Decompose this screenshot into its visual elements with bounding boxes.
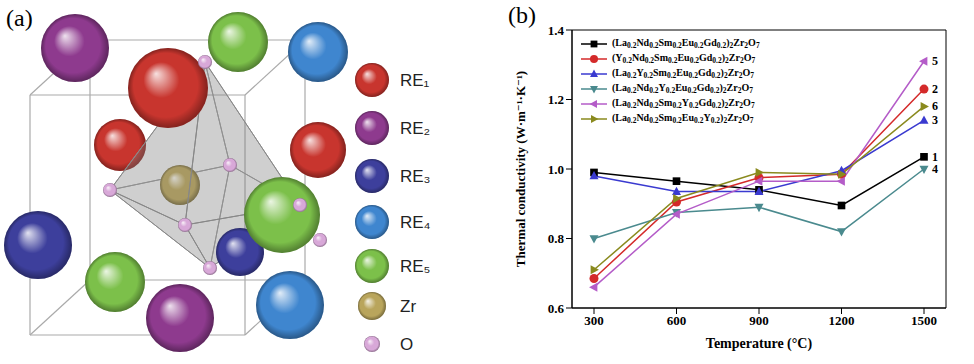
svg-text:1.2: 1.2 [548,92,564,107]
svg-text:5: 5 [932,54,938,68]
svg-text:Thermal conductivity (W·m⁻¹·K⁻: Thermal conductivity (W·m⁻¹·K⁻¹) [513,71,528,267]
html-text:(La0.2Nd0.2Sm0.2Eu0.2Y0.2)2Zr2: (La0.2Nd0.2Sm0.2Eu0.2Y0.2)2Zr2O7 [612,111,754,125]
svg-text:O: O [400,335,413,354]
svg-text:Zr: Zr [400,297,416,316]
svg-text:3: 3 [932,113,938,127]
svg-text:6: 6 [932,99,938,113]
svg-text:RE₂: RE₂ [400,119,430,138]
svg-text:1500: 1500 [911,313,937,328]
svg-text:Temperature (°C): Temperature (°C) [706,336,813,352]
html-text:(La0.2Nd0.2Sm0.2Y0.2Gd0.2)2Zr2: (La0.2Nd0.2Sm0.2Y0.2Gd0.2)2Zr2O7 [612,96,755,110]
html-text:(La0.2Nd0.2Y0.2Eu0.2Gd0.2)2Zr2: (La0.2Nd0.2Y0.2Eu0.2Gd0.2)2Zr2O7 [612,81,753,95]
svg-text:0.8: 0.8 [548,231,565,246]
svg-text:1.0: 1.0 [548,162,564,177]
svg-text:0.6: 0.6 [548,301,565,316]
svg-text:RE₃: RE₃ [400,167,431,186]
svg-text:1200: 1200 [829,313,855,328]
svg-text:RE₄: RE₄ [400,213,431,232]
svg-text:1.4: 1.4 [548,23,565,38]
svg-text:RE₅: RE₅ [400,257,430,276]
svg-text:1: 1 [932,149,938,164]
svg-text:2: 2 [932,82,938,96]
html-text:(b): (b) [508,2,536,28]
svg-text:4: 4 [932,162,938,176]
html-text:(La0.2Y0.2Sm0.2Eu0.2Gd0.2)2Zr2: (La0.2Y0.2Sm0.2Eu0.2Gd0.2)2Zr2O7 [612,66,755,80]
svg-text:RE₁: RE₁ [400,71,430,90]
svg-text:600: 600 [667,313,687,328]
html-text:(La0.2Nd0.2Sm0.2Eu0.2Gd0.2)2Zr: (La0.2Nd0.2Sm0.2Eu0.2Gd0.2)2Zr2O7 [612,36,760,50]
html-text:(Y0.2Nd0.2Sm0.2Eu0.2Gd0.2)2Zr2: (Y0.2Nd0.2Sm0.2Eu0.2Gd0.2)2Zr2O7 [612,51,756,65]
svg-text:(a): (a) [6,5,33,31]
svg-text:300: 300 [584,313,604,328]
svg-text:900: 900 [749,313,769,328]
